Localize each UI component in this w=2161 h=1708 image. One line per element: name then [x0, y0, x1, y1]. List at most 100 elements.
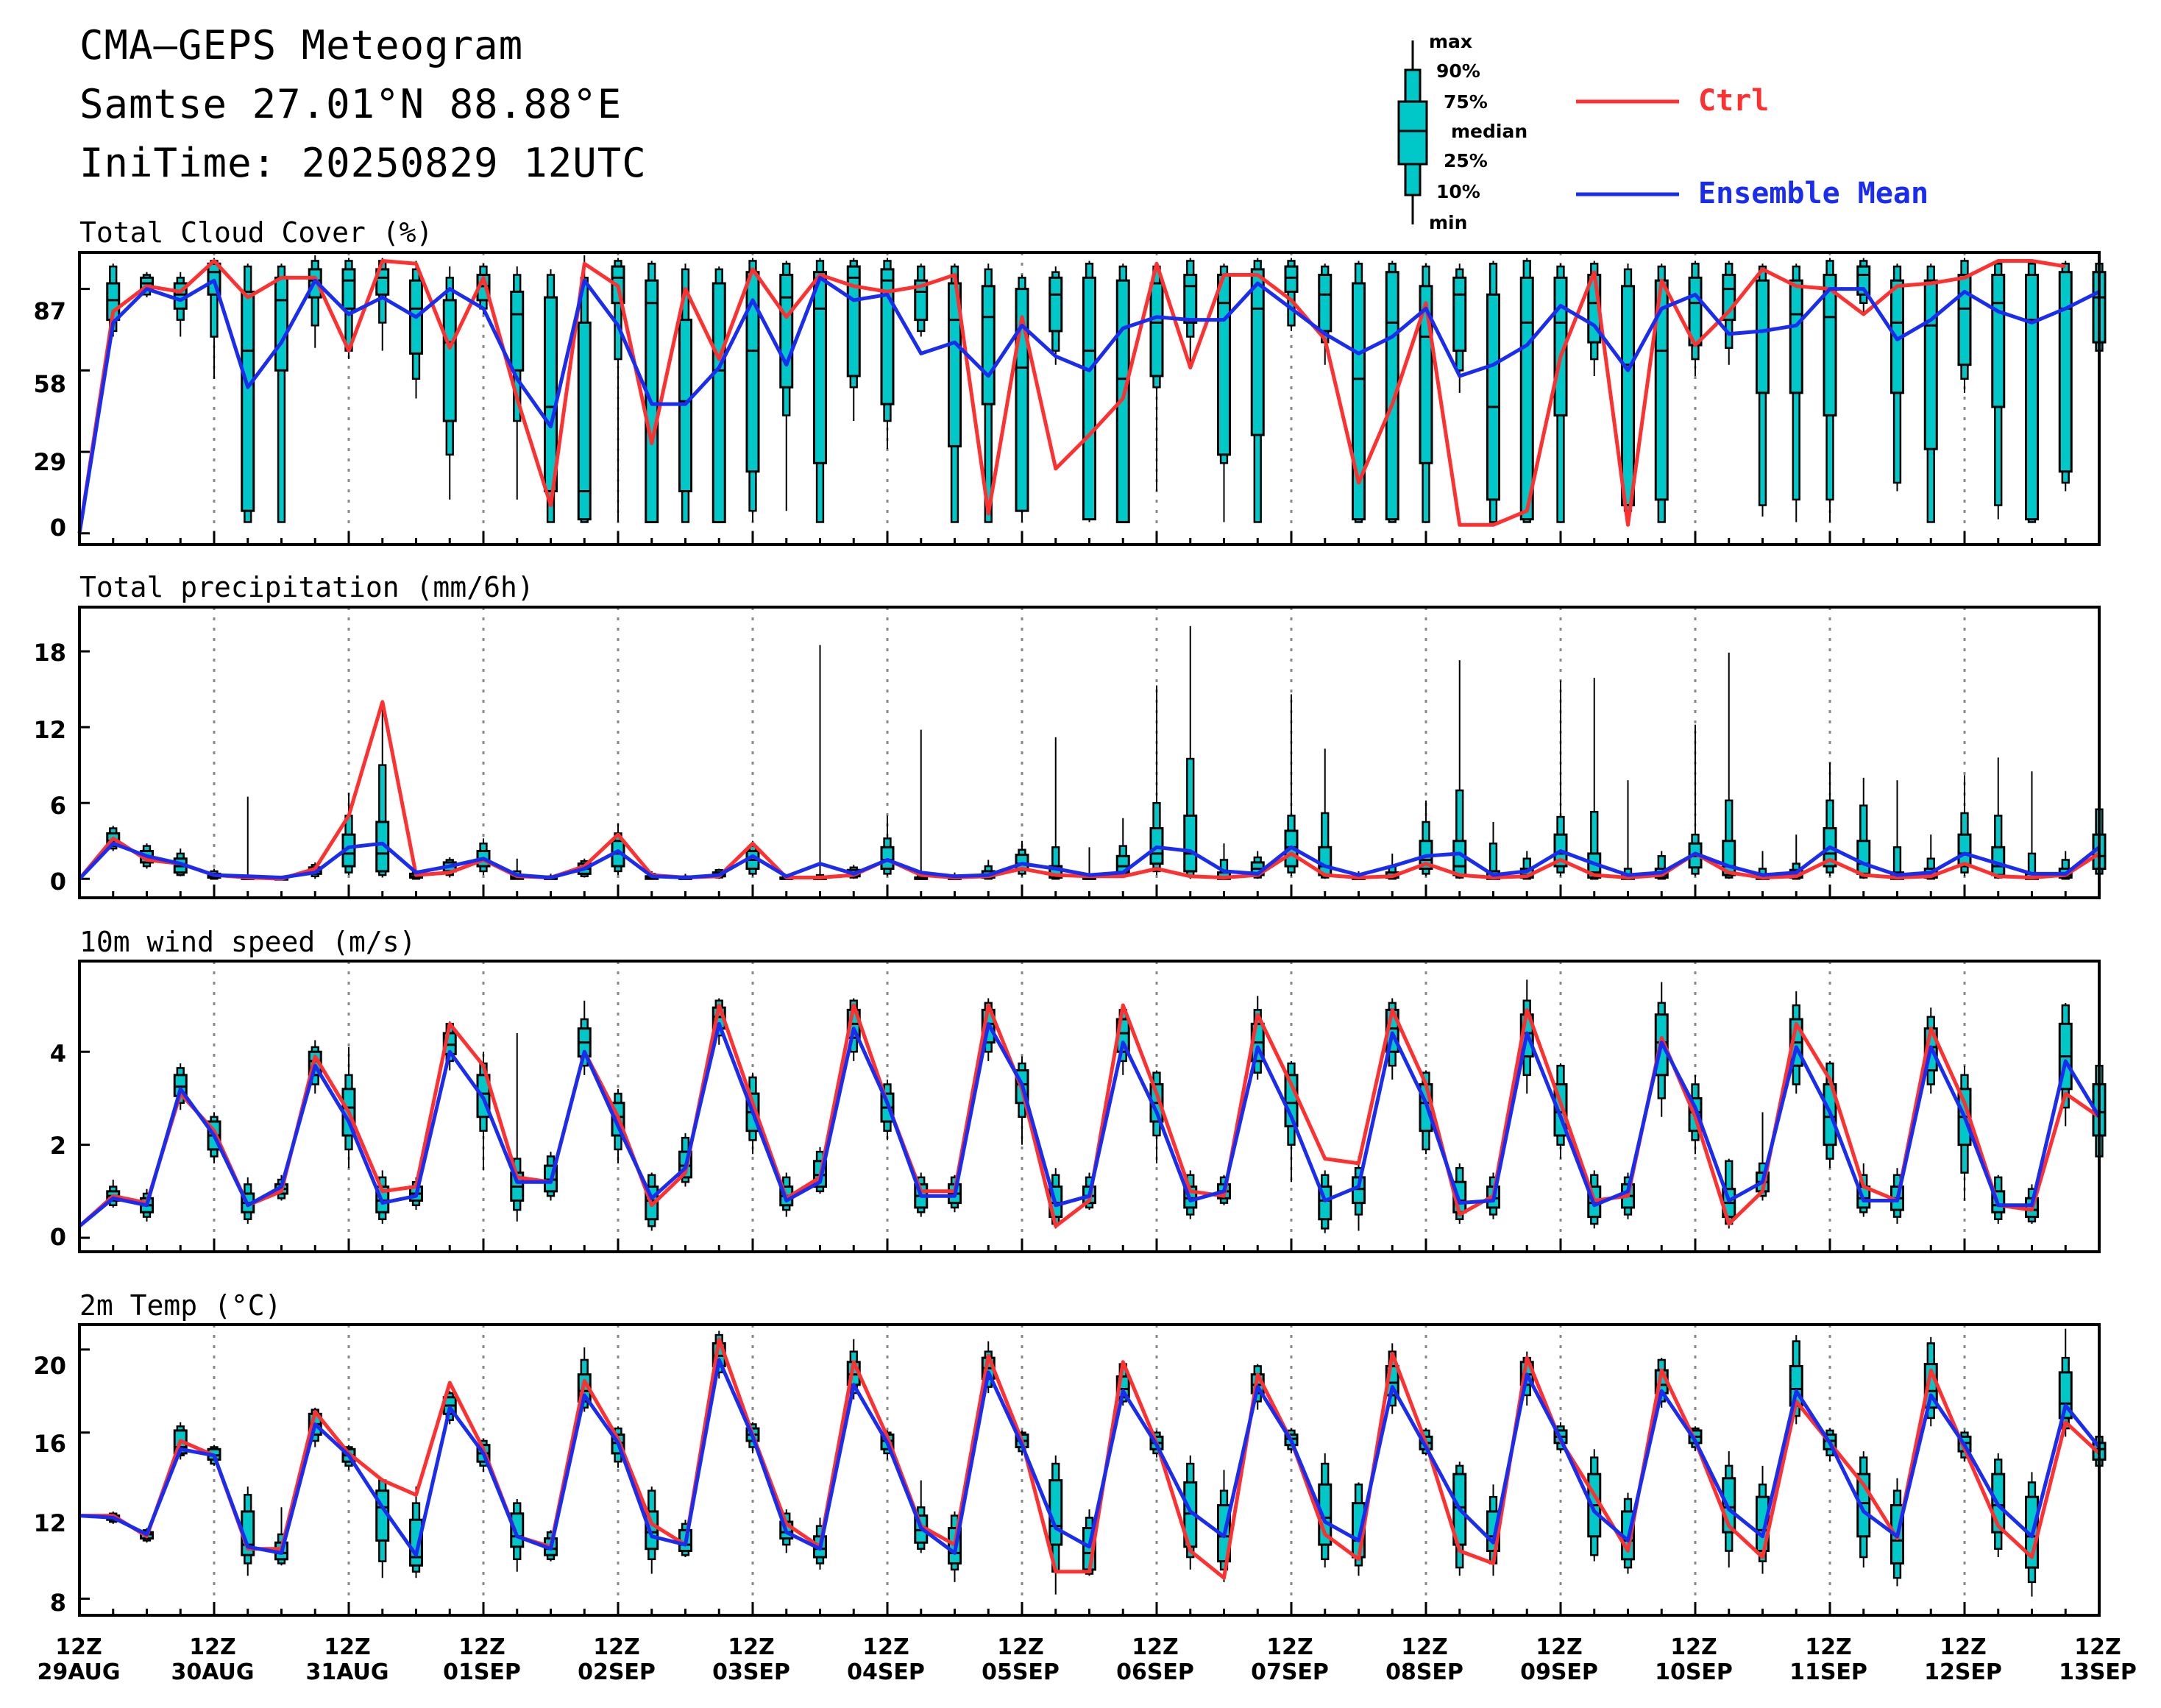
panel-title-wind: 10m wind speed (m/s)	[79, 926, 416, 958]
legend-ctrl-label: Ctrl	[1698, 84, 1770, 118]
box-inner	[1856, 840, 1871, 875]
ctrl-line	[79, 1337, 2101, 1580]
legend-p25-label: 25%	[1444, 150, 1488, 171]
box-inner	[1789, 279, 1803, 394]
location-label: Samtse 27.01°N 88.88°E	[79, 81, 622, 127]
y-tick-label: 0	[49, 514, 66, 542]
box-inner	[2025, 274, 2039, 521]
y-tick-label: 0	[49, 868, 66, 896]
box-inner	[1756, 279, 1770, 394]
legend-p10-label: 10%	[1436, 181, 1480, 202]
init-time-label: IniTime: 20250829 12UTC	[79, 140, 647, 186]
x-tick-label: 12Z 05SEP	[982, 1634, 1060, 1685]
box-inner	[1957, 274, 1972, 366]
box-inner	[341, 268, 356, 310]
y-tick-label: 20	[33, 1352, 66, 1380]
box-outer	[378, 764, 387, 876]
box-inner	[1991, 274, 2006, 408]
ensemble-mean-line	[78, 1021, 2101, 1228]
box-outer	[1590, 810, 1599, 880]
x-tick-label: 12Z 07SEP	[1251, 1634, 1329, 1685]
box-inner	[1149, 282, 1164, 378]
panel-title-temp: 2m Temp (°C)	[79, 1289, 282, 1322]
x-tick-label: 12Z 11SEP	[1789, 1634, 1867, 1685]
y-tick-label: 87	[33, 297, 66, 325]
y-tick-label: 4	[49, 1040, 66, 1068]
y-tick-label: 6	[49, 792, 66, 820]
x-tick-label: 12Z 03SEP	[712, 1634, 790, 1685]
box-inner	[1048, 1479, 1063, 1546]
y-tick-label: 18	[33, 639, 66, 667]
x-tick-label: 12Z 10SEP	[1655, 1634, 1733, 1685]
panel-frame	[78, 960, 2101, 1253]
box-inner	[1957, 833, 1972, 868]
box-outer	[1321, 812, 1330, 879]
legend-mean-label: Ensemble Mean	[1698, 177, 1929, 210]
box-inner	[1284, 265, 1299, 293]
box-outer	[1455, 789, 1464, 879]
ctrl-line	[78, 1003, 2101, 1228]
box-inner	[577, 321, 592, 521]
y-tick-label: 8	[49, 1589, 66, 1617]
box-inner	[1923, 279, 1938, 450]
x-tick-label: 12Z 02SEP	[578, 1634, 656, 1685]
box-inner	[1250, 268, 1265, 436]
box-inner	[510, 290, 525, 372]
box-inner	[2058, 271, 2073, 473]
y-tick-label: 0	[49, 1223, 66, 1251]
box-inner	[1318, 274, 1333, 333]
legend-p75-label: 75%	[1444, 91, 1488, 113]
box-inner	[1486, 293, 1500, 501]
box-inner	[981, 285, 996, 405]
box-inner	[880, 846, 895, 870]
box-inner	[1452, 276, 1467, 352]
box-inner	[274, 276, 288, 372]
box-inner	[1823, 274, 1837, 417]
x-tick-label: 12Z 30AUG	[171, 1634, 255, 1685]
legend-p90-label: 90%	[1436, 60, 1480, 82]
x-tick-label: 12Z 09SEP	[1520, 1634, 1598, 1685]
box-inner	[375, 268, 390, 296]
legend-min-label: min	[1429, 212, 1468, 233]
box-inner	[813, 271, 827, 464]
box-outer	[277, 265, 286, 523]
box-inner	[1082, 276, 1096, 521]
box-inner	[1183, 814, 1198, 873]
panel-title-precip: Total precipitation (mm/6h)	[79, 571, 534, 603]
box-inner	[846, 265, 861, 378]
x-tick-label: 12Z 12SEP	[1924, 1634, 2002, 1685]
legend-median-label: median	[1451, 121, 1528, 142]
ensemble-mean-line	[79, 1358, 2101, 1557]
y-tick-label: 2	[49, 1132, 66, 1160]
box-inner	[1621, 285, 1635, 507]
x-tick-label: 12Z 04SEP	[847, 1634, 925, 1685]
box-inner	[1519, 276, 1534, 521]
panel-frame	[78, 606, 2101, 899]
legend-box-inner	[1397, 100, 1428, 166]
y-tick-label: 58	[33, 370, 66, 398]
box-inner	[1048, 276, 1063, 333]
legend-max-label: max	[1429, 31, 1473, 52]
y-tick-label: 12	[33, 1509, 66, 1537]
box-inner	[1352, 282, 1366, 521]
y-tick-label: 29	[33, 448, 66, 476]
box-outer	[1657, 855, 1666, 880]
y-tick-label: 16	[33, 1430, 66, 1458]
x-tick-label: 12Z 29AUG	[37, 1634, 121, 1685]
box-inner	[779, 274, 794, 389]
x-tick-label: 12Z 01SEP	[443, 1634, 521, 1685]
chart-title: CMA—GEPS Meteogram	[79, 22, 524, 68]
box-inner	[1115, 279, 1130, 523]
ensemble-mean-line	[77, 275, 2101, 534]
box-inner	[712, 282, 726, 523]
box-outer	[1051, 846, 1060, 880]
ensemble-mean-line	[78, 841, 2101, 880]
ctrl-line	[77, 259, 2066, 534]
box-outer	[1725, 799, 1734, 879]
panel-frame	[78, 251, 2101, 546]
panel-title-cloud: Total Cloud Cover (%)	[79, 216, 433, 249]
box-inner	[1183, 274, 1198, 324]
box-inner	[241, 290, 255, 512]
box-inner	[914, 279, 929, 322]
box-outer	[1287, 260, 1296, 327]
